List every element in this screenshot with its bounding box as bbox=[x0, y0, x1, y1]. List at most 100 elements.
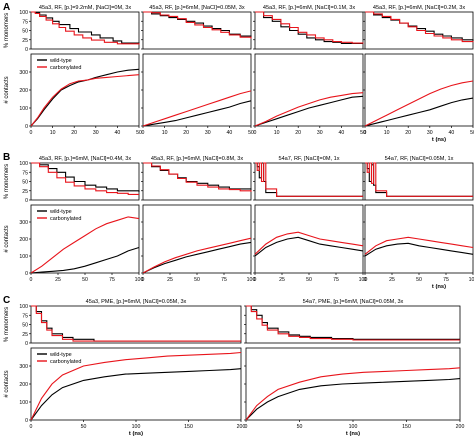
legend-label-carbonylated: carbonylated bbox=[50, 65, 82, 71]
series-line-carbonylated bbox=[143, 162, 252, 192]
plot-frame bbox=[245, 305, 461, 344]
y-tick-label: 300 bbox=[19, 364, 28, 370]
plot-C-9-monomers bbox=[244, 305, 461, 344]
panel-title: 45a3, RF, [p.]=6mM, [NaCl]=0.8M, 3x bbox=[151, 156, 244, 162]
plot-C-8-monomers: 0 25 50 75 100 % monomers bbox=[4, 304, 242, 347]
series-line-carbonylated bbox=[31, 305, 241, 342]
x-tick-label: 0 bbox=[364, 277, 367, 283]
y-tick-label: 0 bbox=[25, 418, 28, 424]
panel-title: 45a3, RF, [p.]=6mM, [NaCl]=0.05M, 3x bbox=[149, 5, 245, 11]
x-tick-label: 25 bbox=[55, 277, 61, 283]
series-line-carbonylated bbox=[30, 74, 140, 127]
panel-title: 45a3, RF, [p.]=9.2mM, [NaCl]=0M, 3x bbox=[39, 5, 132, 11]
series-line-wild-type bbox=[31, 11, 140, 44]
y-tick-label: 0 bbox=[25, 271, 28, 277]
series-line-carbonylated bbox=[30, 216, 140, 274]
series-line-wild-type bbox=[30, 368, 242, 421]
x-tick-label: 10 bbox=[274, 130, 280, 136]
series-line-carbonylated bbox=[254, 231, 364, 255]
plot-B-5-monomers bbox=[141, 162, 252, 201]
y-tick-label: 200 bbox=[19, 237, 28, 243]
x-tick-label: 0 bbox=[254, 277, 257, 283]
legend-label-wild-type: wild-type bbox=[49, 352, 72, 358]
x-tick-label: 50 bbox=[194, 277, 200, 283]
plot-frame bbox=[30, 204, 140, 274]
series-line-carbonylated bbox=[143, 11, 252, 39]
plot-B-7-contacts: 0 25 50 75 100 t (ns) bbox=[363, 204, 474, 290]
y-axis-label: % monomers bbox=[4, 13, 10, 48]
series-line-wild-type bbox=[142, 241, 252, 274]
plot-A-2-monomers bbox=[253, 11, 364, 50]
legend-label-carbonylated: carbonylated bbox=[50, 216, 82, 222]
series-line-carbonylated bbox=[31, 162, 139, 195]
x-tick-label: 0 bbox=[254, 130, 257, 136]
x-tick-label: 0 bbox=[142, 277, 145, 283]
y-tick-label: 0 bbox=[25, 341, 28, 347]
plot-A-1-contacts: 0 10 20 30 40 50 bbox=[141, 53, 254, 136]
x-tick-label: 25 bbox=[389, 277, 395, 283]
x-axis-label: t (ns) bbox=[432, 137, 446, 143]
series-line-wild-type bbox=[30, 246, 140, 274]
plot-frame bbox=[142, 11, 252, 50]
plot-frame bbox=[254, 53, 364, 127]
series-line-carbonylated bbox=[246, 305, 460, 341]
y-tick-label: 200 bbox=[19, 88, 28, 94]
series-line-wild-type bbox=[30, 68, 140, 127]
x-tick-label: 50 bbox=[82, 277, 88, 283]
x-tick-label: 50 bbox=[416, 277, 422, 283]
x-tick-label: 40 bbox=[115, 130, 121, 136]
y-tick-label: 75 bbox=[22, 170, 28, 176]
plot-A-1-monomers bbox=[141, 11, 252, 50]
plot-B-5-contacts: 0 25 50 75 100 bbox=[141, 204, 256, 283]
series-line-wild-type bbox=[142, 100, 252, 127]
series-line-wild-type bbox=[254, 95, 364, 127]
series-line-carbonylated bbox=[365, 11, 474, 43]
x-tick-label: 40 bbox=[227, 130, 233, 136]
x-tick-label: 75 bbox=[221, 277, 227, 283]
y-tick-label: 25 bbox=[22, 332, 28, 338]
x-tick-label: 50 bbox=[81, 424, 87, 430]
x-tick-label: 50 bbox=[360, 130, 366, 136]
y-tick-label: 100 bbox=[19, 10, 28, 16]
series-line-carbonylated bbox=[255, 162, 363, 197]
series-line-carbonylated bbox=[364, 80, 474, 127]
x-tick-label: 30 bbox=[427, 130, 433, 136]
x-tick-label: 0 bbox=[245, 424, 248, 430]
plot-frame bbox=[254, 162, 364, 201]
x-tick-label: 50 bbox=[470, 130, 474, 136]
series-line-wild-type bbox=[255, 11, 363, 45]
panel-title: 54a7, RF, [NaCl]=0.05M, 1x bbox=[385, 156, 454, 162]
y-axis-label: % monomers bbox=[4, 307, 10, 342]
plot-C-8-contacts: 0 100 200 300 # contacts 0 50 100 150 200 t (ns) wi… bbox=[4, 347, 245, 437]
x-tick-label: 75 bbox=[109, 277, 115, 283]
plot-A-0-contacts: 0 100 200 300 # contacts 0 10 20 30 40 50 wild-type… bbox=[4, 53, 142, 136]
x-tick-label: 150 bbox=[402, 424, 411, 430]
panel-label-C: C bbox=[3, 295, 10, 306]
plot-frame bbox=[30, 53, 140, 127]
x-tick-label: 100 bbox=[135, 277, 144, 283]
y-tick-label: 50 bbox=[22, 323, 28, 329]
y-tick-label: 50 bbox=[22, 29, 28, 35]
series-line-carbonylated bbox=[142, 237, 252, 274]
x-tick-label: 30 bbox=[205, 130, 211, 136]
x-tick-label: 0 bbox=[142, 130, 145, 136]
panel-title: 45a3, RF, [p.]=6mM, [NaCl]=0.1M, 3x bbox=[263, 5, 356, 11]
y-tick-label: 75 bbox=[22, 313, 28, 319]
series-line-wild-type bbox=[255, 162, 363, 197]
x-axis-label: t (ns) bbox=[346, 431, 360, 437]
plot-frame bbox=[142, 204, 252, 274]
x-tick-label: 50 bbox=[136, 130, 142, 136]
x-tick-label: 20 bbox=[71, 130, 77, 136]
x-tick-label: 75 bbox=[333, 277, 339, 283]
series-line-carbonylated bbox=[255, 11, 364, 44]
x-tick-label: 10 bbox=[50, 130, 56, 136]
x-tick-label: 10 bbox=[384, 130, 390, 136]
series-line-carbonylated bbox=[31, 11, 140, 45]
x-tick-label: 100 bbox=[247, 277, 256, 283]
x-tick-label: 50 bbox=[248, 130, 254, 136]
series-line-carbonylated bbox=[364, 236, 474, 255]
series-line-carbonylated bbox=[365, 162, 473, 197]
x-tick-label: 0 bbox=[30, 424, 33, 430]
y-tick-label: 0 bbox=[25, 47, 28, 53]
